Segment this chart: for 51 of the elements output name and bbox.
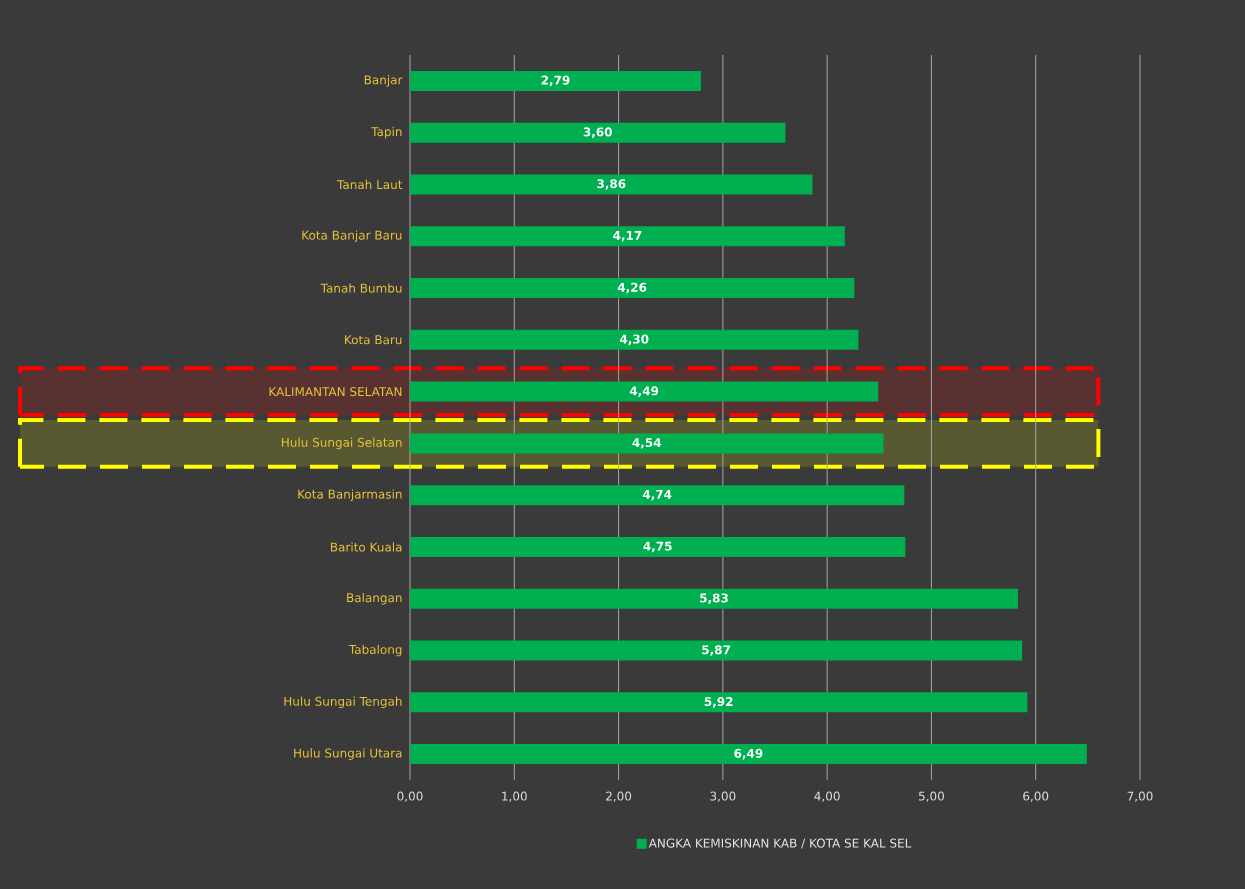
bar [410,640,1023,661]
data-label: 5,92 [704,697,733,708]
data-label: 6,49 [734,748,763,760]
bar [410,485,905,506]
bar [410,278,855,299]
x-tick-label: 6,00 [1023,791,1049,802]
y-tick-label: Tanah Laut [337,179,403,190]
y-tick-label: Tanah Bumbu [320,283,402,293]
y-tick-label: Hulu Sungai Utara [294,748,402,760]
bar [410,226,845,247]
bar [410,70,701,91]
x-tick-label: 7,00 [1127,791,1153,802]
data-label: 3,86 [597,179,626,190]
bar [410,122,786,143]
x-tick-label: 1,00 [502,791,527,802]
y-tick-label: Kota Banjarmasin [298,489,402,501]
x-tick-label: 5,00 [918,791,944,802]
data-label: 5,87 [702,645,730,656]
y-tick-label: Tabalong [348,644,402,657]
x-tick-label: 2,00 [606,791,632,802]
data-label: 4,54 [632,438,661,449]
y-tick-label: Hulu Sungai Tengah [284,696,402,709]
bar [410,174,813,195]
y-tick-label: KALIMANTAN SELATAN [269,387,402,397]
bar [410,744,1087,765]
y-tick-label: Barito Kuala [331,542,402,552]
data-label: 4,75 [643,541,672,553]
data-label: 4,74 [642,489,672,501]
data-label: 4,49 [629,386,659,397]
bar [410,433,884,454]
x-tick-label: 0,00 [397,791,423,802]
y-tick-label: Hulu Sungai Selatan [281,437,402,450]
y-tick-label: Tapin [371,126,402,139]
bar [410,329,859,350]
y-tick-label: Kota Baru [345,335,402,345]
data-label: 4,30 [619,334,649,346]
data-label: 4,26 [617,282,647,294]
data-label: 5,83 [700,593,728,605]
data-label: 4,17 [613,231,642,242]
bar [410,588,1018,609]
bar [410,536,906,557]
y-tick-label: Banjar [364,75,403,87]
bar [410,381,879,402]
x-tick-label: 3,00 [710,791,736,802]
y-tick-label: Balangan [347,592,402,605]
y-tick-label: Kota Banjar Baru [302,230,402,243]
data-label: 3,60 [583,127,612,138]
bar [410,692,1028,713]
data-label: 2,79 [541,75,570,87]
legend-label: ANGKA KEMISKINAN KAB / KOTA SE KAL SEL [648,838,912,849]
x-tick-label: 4,00 [814,791,840,802]
